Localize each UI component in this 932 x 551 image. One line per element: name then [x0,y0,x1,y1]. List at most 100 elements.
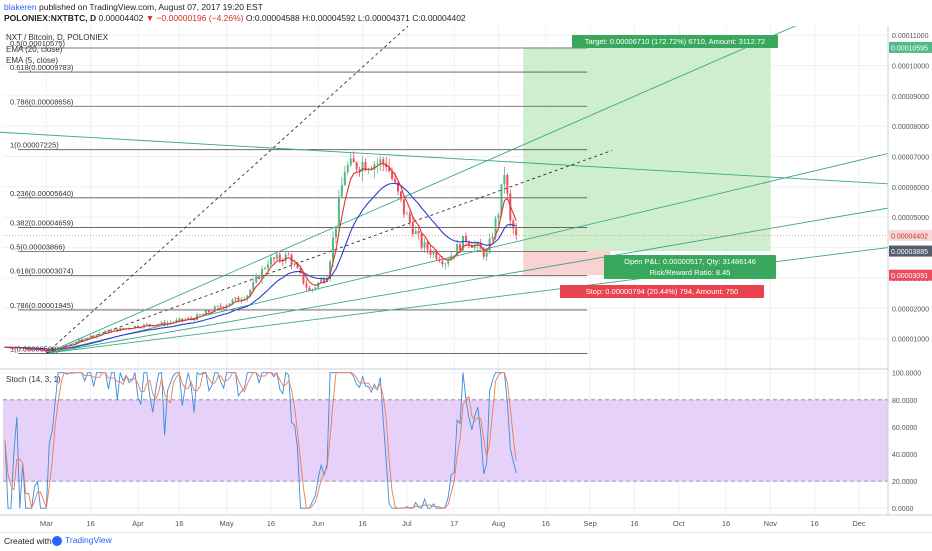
price-change: ▼ −0.00000196 (−4.26%) [145,13,244,23]
candle-body [302,273,305,284]
candle-body [125,328,128,329]
candle-body [497,214,500,219]
footer-bar: Created with TradingView [0,532,932,551]
ema-lines [4,163,517,352]
author-name[interactable]: blakeren [4,2,37,12]
candle-body [249,289,252,296]
price-tick-label: 0.00002000 [892,306,929,313]
candle-body [258,276,261,280]
candle-body [343,172,346,186]
candle-body [148,324,151,326]
dashed-trend-line [46,150,613,354]
candle-body [163,322,166,326]
stoch-tick-label: 40.0000 [892,452,917,459]
stoch-tick-label: 0.0000 [892,506,914,513]
candle-body [358,169,361,172]
candle-body [314,287,317,290]
target-zone [523,47,771,252]
candle-body [175,320,178,323]
candle-body [83,338,86,340]
candle-body [136,325,139,328]
candle-body [462,236,465,251]
candle-body [187,317,190,320]
time-tick-label: 16 [542,519,550,528]
candle-body [269,257,272,265]
fib-level-label: 0.618(0.00009783) [10,63,74,72]
entry-price-badge-box [889,245,932,257]
time-tick-label: Oct [673,519,686,528]
candle-body [438,259,441,262]
candle-body [420,233,423,248]
candle-body [485,252,488,257]
position-labels: Target: 0.00006710 (172.72%) 6710, Amoun… [560,35,778,298]
candle-body [275,254,278,259]
fib-level-label: 0.618(0.00003074) [10,267,74,276]
target-label-box [572,35,778,48]
chart-title: NXT / Bitcoin, D, POLONIEX [6,33,109,42]
candle-body [299,268,302,274]
candle-body [394,178,397,183]
price-tick-label: 0.00005000 [892,215,929,222]
tradingview-logo-icon [52,535,62,546]
candle-body [429,249,432,255]
price-tick-label: 0.00006000 [892,185,929,192]
candle-body [134,325,137,329]
stoch-tick-label: 80.0000 [892,398,917,405]
candle-body [417,230,420,234]
candle-body [69,344,72,346]
candle-body [284,254,287,262]
candle-body [222,306,225,308]
candle-body [352,158,355,163]
candle-body [266,264,269,269]
stoch-legend: Stoch (14, 3, 1) [6,375,61,384]
candle-body [190,317,193,319]
candle-body [77,339,80,343]
fib-level-label: 0.5(0.00010575) [10,39,66,48]
candle-body [388,167,391,172]
target-price-badge-box [889,41,932,53]
stop-price-badge: 0.00003091 [891,273,928,280]
candle-body [402,199,405,215]
candle-body [500,184,503,215]
target-price-badge: 0.00010595 [891,45,928,52]
tradingview-brand: TradingView [65,535,112,545]
time-tick-label: May [220,519,234,528]
candle-body [80,338,83,340]
price-tick-label: 0.00007000 [892,155,929,162]
last-price: 0.00004402 [98,13,144,23]
candle-body [435,251,438,260]
candle-body [246,295,249,300]
candle-body [447,260,450,264]
candle-body [488,238,491,253]
last-price-badge: 0.00004402 [891,233,928,240]
candle-body [48,349,51,353]
candle-body [317,282,320,288]
candle-body [160,322,163,325]
candle-body [45,350,48,353]
stoch-d-line [4,372,517,510]
fib-level-label: 0.786(0.00001945) [10,301,74,310]
candle-body [376,163,379,165]
candle-body [382,159,385,164]
time-tick-label: 16 [810,519,818,528]
last-price-badge-box [889,229,932,241]
candle-body [278,254,281,260]
candle-body [391,171,394,179]
candle-body [320,279,323,283]
candle-body [355,162,358,170]
candle-body [101,332,104,334]
candle-body [296,263,299,269]
entry-price-badge: 0.00003885 [891,249,928,256]
tradingview-link[interactable]: TradingView [52,535,112,546]
target-label: Target: 0.00006710 (172.72%) 6710, Amoun… [585,37,765,46]
chart-axes: 0.00011000 0.00010000 0.00009000 0.00008000… [0,26,932,528]
open-pnl-label-box [604,255,776,279]
candle-body [240,299,243,301]
candle-body [305,283,308,288]
candle-body [453,255,456,257]
candle-body [503,174,506,185]
candle-body [337,196,340,227]
candle-body [234,297,237,300]
time-tick-label: 16 [358,519,366,528]
